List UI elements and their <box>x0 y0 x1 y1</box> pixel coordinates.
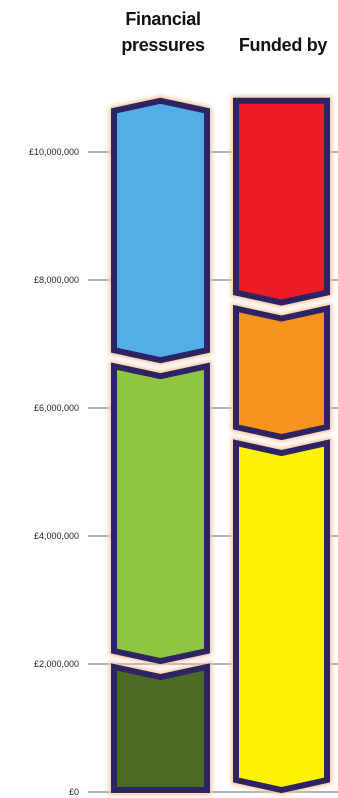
bar-segment <box>233 97 330 306</box>
y-tick-label: £0 <box>69 787 79 797</box>
y-tick-label: £10,000,000 <box>29 147 79 157</box>
column-title-financial-pressures: Financial pressures <box>121 9 205 55</box>
bar-segment <box>233 304 330 441</box>
bar-segment <box>111 362 210 665</box>
column-title-funded-by: Funded by <box>238 35 328 55</box>
y-tick-label: £4,000,000 <box>34 531 79 541</box>
bar-segment <box>233 439 330 794</box>
y-tick-label: £6,000,000 <box>34 403 79 413</box>
bar-segment <box>111 97 210 364</box>
y-tick-label: £8,000,000 <box>34 275 79 285</box>
y-tick-label: £2,000,000 <box>34 659 79 669</box>
bar-segment <box>111 663 210 793</box>
